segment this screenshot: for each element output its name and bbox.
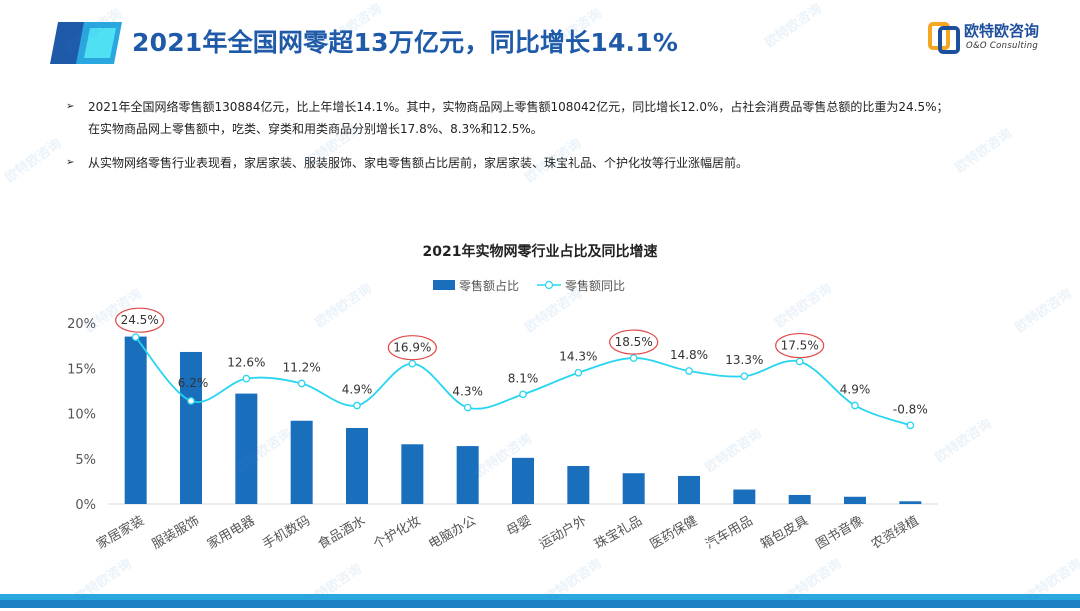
x-tick-label: 汽车用品 <box>702 513 755 553</box>
growth-data-label: 11.2% <box>283 361 321 375</box>
y-tick-label: 5% <box>75 453 96 468</box>
x-tick-label: 农资绿植 <box>869 513 922 552</box>
x-tick-label: 手机数码 <box>260 513 313 552</box>
bar-运动户外 <box>567 465 590 504</box>
bar-珠宝礼品 <box>622 473 645 504</box>
y-tick-label: 20% <box>67 317 96 332</box>
bar-图书音像 <box>844 496 866 504</box>
growth-data-label: 16.9% <box>393 341 431 355</box>
legend-swatch-bar <box>433 280 455 290</box>
bullet-item: ➢ 从实物网络零售行业表现看，家居家装、服装服饰、家电零售额占比居前，家居家装、… <box>66 152 1056 174</box>
x-tick-label: 个护化妆 <box>371 513 424 552</box>
footer-bar-dark <box>0 600 1080 608</box>
growth-data-label: 24.5% <box>121 313 159 327</box>
growth-data-label: -0.8% <box>893 402 928 416</box>
x-tick-label: 电脑办公 <box>426 513 479 552</box>
bullet-item: ➢ 2021年全国网络零售额130884亿元，比上年增长14.1%。其中，实物商… <box>66 96 1056 140</box>
logo-icon <box>928 22 960 54</box>
growth-point <box>685 367 693 375</box>
footer-bar-light <box>0 594 1080 600</box>
growth-data-label: 17.5% <box>781 339 819 353</box>
bullet-line: 从实物网络零售行业表现看，家居家装、服装服饰、家电零售额占比居前，家居家装、珠宝… <box>88 156 749 170</box>
bar-手机数码 <box>290 420 313 504</box>
bullet-arrow-icon: ➢ <box>66 101 75 112</box>
y-tick-label: 0% <box>75 498 96 513</box>
bar-医药保健 <box>678 475 700 504</box>
x-tick-label: 家用电器 <box>204 513 257 553</box>
bar-家居家装 <box>124 336 147 504</box>
bar-农资绿植 <box>899 501 922 504</box>
x-tick-label: 图书音像 <box>813 513 866 553</box>
highlight-circle <box>387 335 437 361</box>
growth-point <box>353 401 361 410</box>
page-title: 2021年全国网零超13万亿元，同比增长14.1% <box>132 28 679 57</box>
legend-label-line: 零售额同比 <box>565 278 625 293</box>
bar-服装服饰 <box>180 351 202 504</box>
bar-母婴 <box>512 457 534 504</box>
growth-point <box>408 359 417 368</box>
bar-汽车用品 <box>733 489 756 504</box>
growth-point <box>131 333 140 342</box>
x-tick-label: 箱包皮具 <box>758 513 811 553</box>
growth-data-label: 14.8% <box>670 348 708 362</box>
bar-食品酒水 <box>346 427 368 504</box>
legend-label-bar: 零售额占比 <box>459 278 519 293</box>
company-logo: 欧特欧咨询 O&O Consulting <box>928 20 1058 56</box>
growth-data-label: 6.2% <box>178 376 209 390</box>
growth-point <box>519 390 527 399</box>
growth-point <box>574 368 583 377</box>
x-tick-label: 珠宝礼品 <box>592 513 645 553</box>
growth-point <box>463 403 472 412</box>
bar-电脑办公 <box>456 446 479 504</box>
logo-name: 欧特欧咨询 <box>964 22 1040 40</box>
x-tick-label: 运动户外 <box>536 513 589 553</box>
bar-个护化妆 <box>401 444 424 504</box>
x-tick-label: 母婴 <box>504 513 534 539</box>
chart-title: 2021年实物网零行业占比及同比增速 <box>422 244 658 260</box>
growth-point <box>242 374 251 383</box>
growth-data-label: 14.3% <box>559 350 597 364</box>
bar-箱包皮具 <box>788 494 811 504</box>
x-tick-label: 食品酒水 <box>315 513 368 553</box>
highlight-circle <box>609 329 659 355</box>
growth-data-label: 8.1% <box>508 371 539 385</box>
growth-data-label: 18.5% <box>615 335 653 349</box>
growth-data-label: 4.3% <box>452 385 483 399</box>
bullet-line: 在实物商品网上零售额中，吃类、穿类和用类商品分别增长17.8%、8.3%和12.… <box>88 122 543 136</box>
highlight-circle <box>775 332 825 359</box>
x-tick-label: 服装服饰 <box>150 513 203 552</box>
growth-data-label: 13.3% <box>725 353 763 367</box>
growth-data-label: 4.9% <box>342 382 373 396</box>
x-tick-label: 医药保健 <box>648 513 701 552</box>
y-tick-label: 10% <box>67 408 96 423</box>
logo-subtitle: O&O Consulting <box>966 41 1039 51</box>
legend-marker-line <box>544 280 554 290</box>
x-tick-label: 家居家装 <box>94 513 147 553</box>
growth-point <box>187 397 195 405</box>
bar-家用电器 <box>235 393 258 504</box>
growth-point <box>906 421 915 430</box>
title-decoration <box>50 22 122 64</box>
summary-bullets: ➢ 2021年全国网络零售额130884亿元，比上年增长14.1%。其中，实物商… <box>66 96 1056 186</box>
growth-point <box>629 354 638 362</box>
growth-data-label: 4.9% <box>840 382 871 396</box>
growth-point <box>851 401 859 410</box>
highlight-circle <box>115 307 165 333</box>
growth-data-label: 12.6% <box>227 356 265 370</box>
y-tick-label: 15% <box>67 362 96 377</box>
growth-point <box>297 379 306 388</box>
growth-point <box>795 357 804 366</box>
bullet-line: 2021年全国网络零售额130884亿元，比上年增长14.1%。其中，实物商品网… <box>88 100 949 114</box>
bullet-arrow-icon: ➢ <box>66 157 75 168</box>
growth-point <box>740 372 749 381</box>
